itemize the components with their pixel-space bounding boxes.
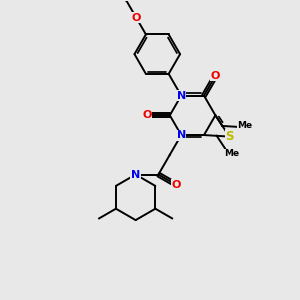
Text: Me: Me <box>237 121 252 130</box>
Text: Me: Me <box>224 149 239 158</box>
Text: O: O <box>172 180 181 190</box>
Text: S: S <box>225 130 234 143</box>
Text: O: O <box>131 13 141 22</box>
Text: O: O <box>142 110 152 120</box>
Text: N: N <box>177 91 186 100</box>
Text: O: O <box>211 71 220 81</box>
Text: N: N <box>131 169 140 179</box>
Text: N: N <box>177 130 186 140</box>
